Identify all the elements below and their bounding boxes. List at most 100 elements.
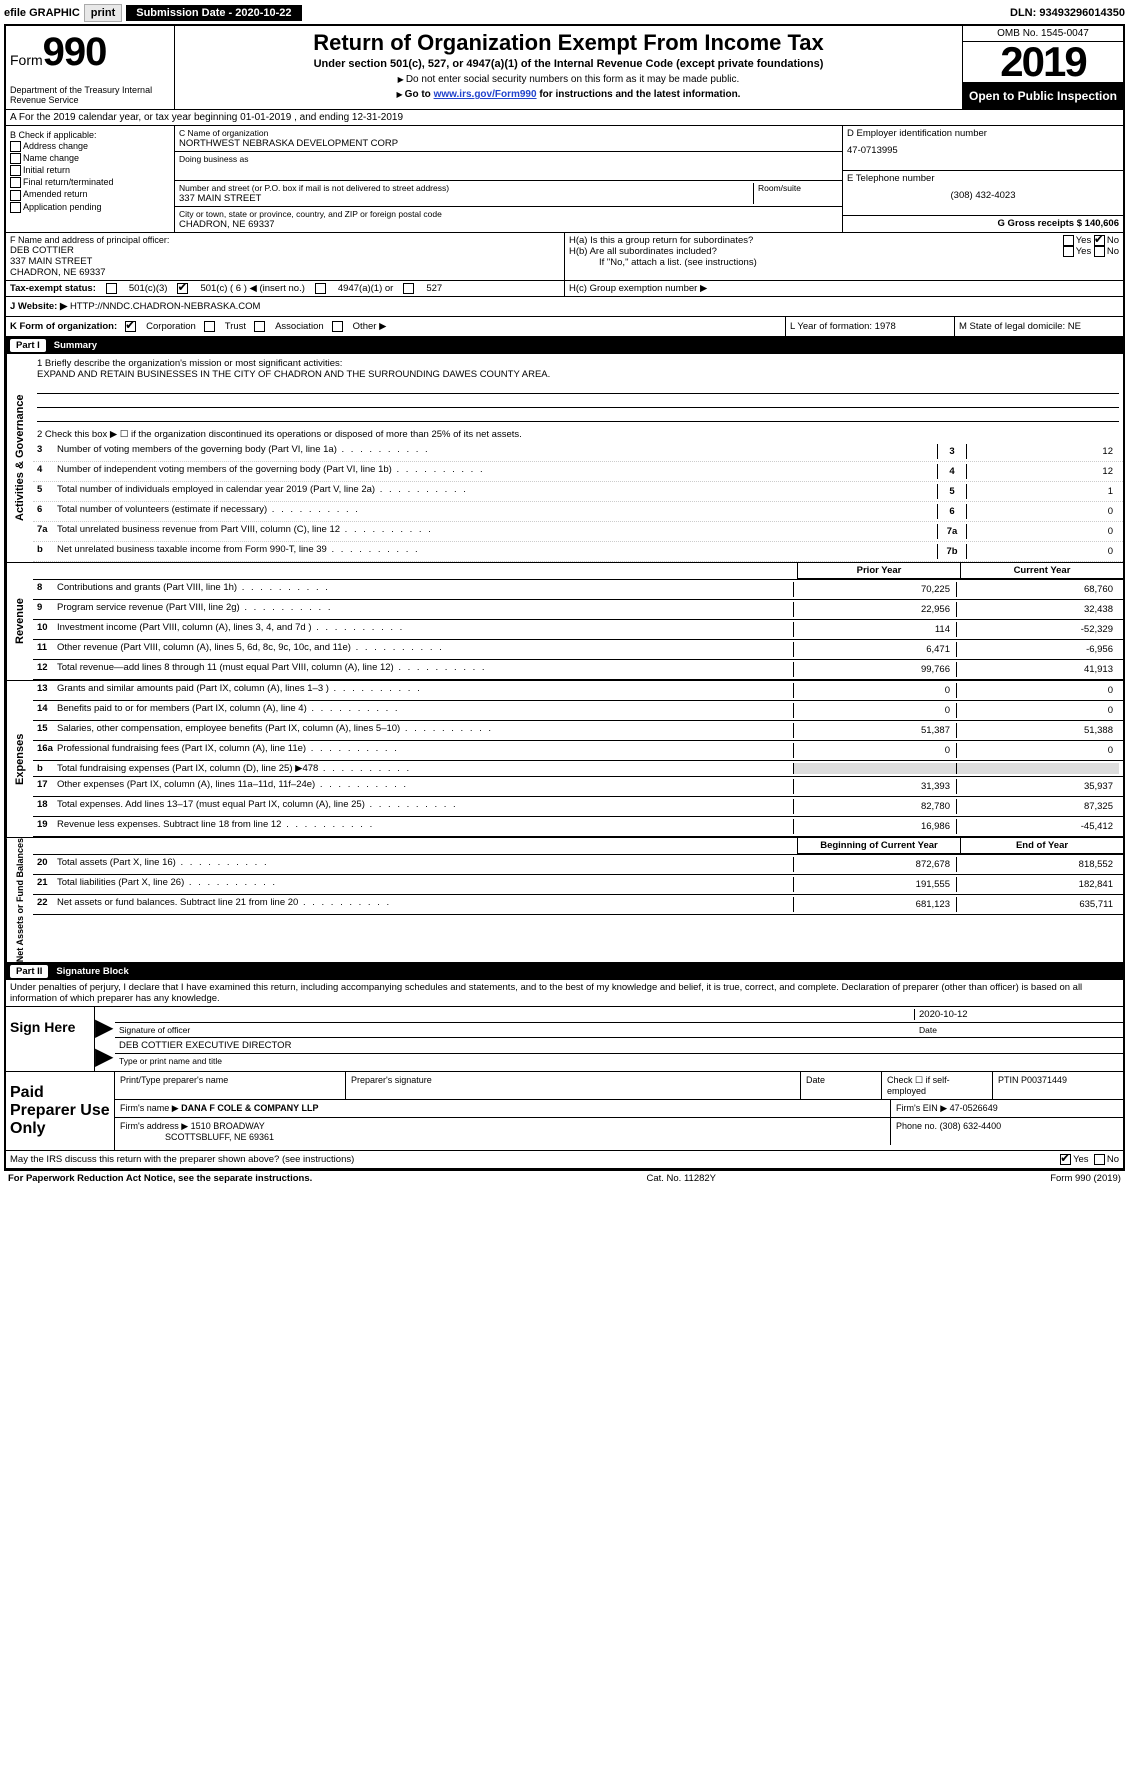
form-number: 990 (43, 30, 107, 74)
ha-yes[interactable] (1063, 235, 1074, 246)
line- b: bNet unrelated business taxable income f… (33, 542, 1123, 562)
note-goto-pre: Go to (405, 89, 434, 100)
exp-line-19: 19Revenue less expenses. Subtract line 1… (33, 817, 1123, 837)
rev-line-12: 12Total revenue—add lines 8 through 11 (… (33, 660, 1123, 680)
hb-no[interactable] (1094, 246, 1105, 257)
mission-text: EXPAND AND RETAIN BUSINESSES IN THE CITY… (37, 369, 1119, 380)
phone-label: E Telephone number (847, 173, 1119, 184)
exp-line-15: 15Salaries, other compensation, employee… (33, 721, 1123, 741)
chk-corp[interactable] (125, 321, 136, 332)
chk-amended[interactable] (10, 190, 21, 201)
part1-num: Part I (10, 339, 46, 352)
rev-line-8: 8Contributions and grants (Part VIII, li… (33, 580, 1123, 600)
prep-date-hdr: Date (801, 1072, 882, 1099)
room-label: Room/suite (753, 183, 838, 204)
paid-preparer-section: Paid Preparer Use Only Print/Type prepar… (6, 1072, 1123, 1151)
hb-yes[interactable] (1063, 246, 1074, 257)
end-year-hdr: End of Year (960, 838, 1123, 854)
chk-trust[interactable] (204, 321, 215, 332)
chk-initial-return[interactable] (10, 165, 21, 176)
col-b-label: B Check if applicable: (10, 130, 170, 140)
line2-discontinue: 2 Check this box ▶ ☐ if the organization… (33, 427, 1123, 442)
section-b-to-g: B Check if applicable: Address change Na… (6, 126, 1123, 233)
line-4: 4Number of independent voting members of… (33, 462, 1123, 482)
sig-name: DEB COTTIER EXECUTIVE DIRECTOR (115, 1038, 1123, 1054)
org-name: NORTHWEST NEBRASKA DEVELOPMENT CORP (179, 138, 838, 149)
year-formation: L Year of formation: 1978 (786, 317, 955, 336)
line-7a: 7aTotal unrelated business revenue from … (33, 522, 1123, 542)
chk-4947[interactable] (315, 283, 326, 294)
dba-label: Doing business as (179, 154, 838, 164)
gross-receipts: G Gross receipts $ 140,606 (998, 218, 1119, 229)
instructions-link[interactable]: www.irs.gov/Form990 (434, 89, 537, 100)
exp-line-17: 17Other expenses (Part IX, column (A), l… (33, 777, 1123, 797)
note-goto-post: for instructions and the latest informat… (537, 89, 741, 100)
part2-header: Part II Signature Block (6, 963, 1123, 980)
part2-num: Part II (10, 965, 48, 978)
footer-right: Form 990 (2019) (1050, 1173, 1121, 1184)
sign-here-label: Sign Here (6, 1007, 95, 1071)
line-3: 3Number of voting members of the governi… (33, 442, 1123, 462)
bal-line-20: 20Total assets (Part X, line 16) 872,678… (33, 855, 1123, 875)
city-addr: CHADRON, NE 69337 (179, 219, 838, 230)
row-i-hc: Tax-exempt status: 501(c)(3) 501(c) ( 6 … (6, 281, 1123, 297)
bal-line-22: 22Net assets or fund balances. Subtract … (33, 895, 1123, 915)
exp-line-18: 18Total expenses. Add lines 13–17 (must … (33, 797, 1123, 817)
chk-assoc[interactable] (254, 321, 265, 332)
part1-title: Summary (54, 340, 97, 351)
prep-name-hdr: Print/Type preparer's name (115, 1072, 346, 1099)
print-button[interactable]: print (84, 4, 122, 22)
chk-501c[interactable] (177, 283, 188, 294)
ha-no[interactable] (1094, 235, 1105, 246)
hb-label: H(b) Are all subordinates included? (569, 246, 717, 257)
line-5: 5Total number of individuals employed in… (33, 482, 1123, 502)
officer-label: F Name and address of principal officer: (10, 235, 560, 245)
dln-label: DLN: 93493296014350 (1010, 7, 1125, 19)
sig-name-label: Type or print name and title (115, 1054, 1123, 1068)
tax-status-label: Tax-exempt status: (10, 283, 96, 294)
mission-label: 1 Briefly describe the organization's mi… (37, 358, 1119, 369)
website-url: HTTP://NNDC.CHADRON-NEBRASKA.COM (70, 301, 261, 312)
form-label: Form (10, 52, 43, 68)
prep-ptin: PTIN P00371449 (993, 1072, 1123, 1099)
prep-sig-hdr: Preparer's signature (346, 1072, 801, 1099)
chk-addr-change[interactable] (10, 141, 21, 152)
part1-header: Part I Summary (6, 337, 1123, 354)
form-org-label: K Form of organization: (10, 321, 117, 332)
chk-final-return[interactable] (10, 177, 21, 188)
phone-value: (308) 432-4023 (847, 190, 1119, 201)
chk-527[interactable] (403, 283, 414, 294)
perjury-statement: Under penalties of perjury, I declare th… (6, 980, 1123, 1007)
firm-name: DANA F COLE & COMPANY LLP (181, 1103, 318, 1113)
paid-prep-label: Paid Preparer Use Only (6, 1072, 115, 1150)
vtab-governance: Activities & Governance (6, 354, 33, 562)
firm-addr1: 1510 BROADWAY (191, 1121, 265, 1131)
submission-date: Submission Date - 2020-10-22 (126, 5, 301, 21)
officer-name: DEB COTTIER (10, 245, 560, 256)
firm-addr-lbl: Firm's address ▶ (120, 1121, 188, 1131)
rev-line-9: 9Program service revenue (Part VIII, lin… (33, 600, 1123, 620)
discuss-yes[interactable] (1060, 1154, 1071, 1165)
firm-name-lbl: Firm's name ▶ (120, 1103, 179, 1113)
vtab-revenue: Revenue (6, 563, 33, 680)
form-subtitle: Under section 501(c), 527, or 4947(a)(1)… (183, 58, 954, 70)
chk-name-change[interactable] (10, 153, 21, 164)
exp-line-16a: 16aProfessional fundraising fees (Part I… (33, 741, 1123, 761)
chk-other[interactable] (332, 321, 343, 332)
vtab-expenses: Expenses (6, 681, 33, 837)
tax-year: 2019 (963, 42, 1123, 82)
footer-left: For Paperwork Reduction Act Notice, see … (8, 1173, 312, 1184)
exp-line-b: bTotal fundraising expenses (Part IX, co… (33, 761, 1123, 777)
dept-label: Department of the Treasury Internal Reve… (10, 85, 170, 105)
discuss-no[interactable] (1094, 1154, 1105, 1165)
row-f-h: F Name and address of principal officer:… (6, 233, 1123, 281)
begin-year-hdr: Beginning of Current Year (797, 838, 960, 854)
officer-addr1: 337 MAIN STREET (10, 256, 560, 267)
prior-year-hdr: Prior Year (797, 563, 960, 579)
chk-501c3[interactable] (106, 283, 117, 294)
street-addr: 337 MAIN STREET (179, 193, 753, 204)
chk-app-pending[interactable] (10, 202, 21, 213)
ein-label: D Employer identification number (847, 128, 1119, 139)
sig-date-label: Date (915, 1025, 1119, 1035)
sig-officer-label: Signature of officer (119, 1025, 915, 1035)
